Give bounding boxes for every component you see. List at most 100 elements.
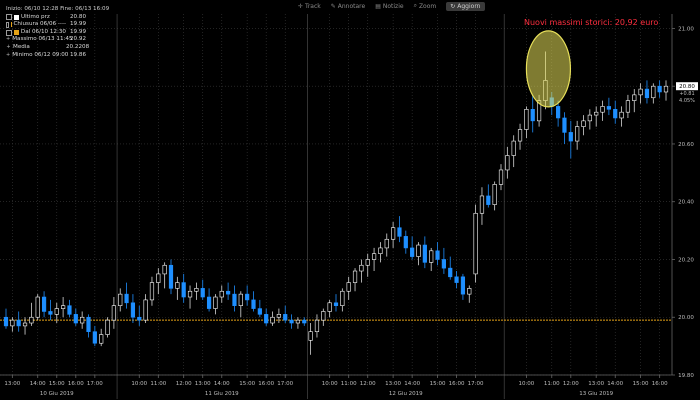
candle-body xyxy=(657,85,662,93)
y-tick-label: 20.60 xyxy=(678,142,694,148)
x-tick-label: 12:00 xyxy=(176,381,192,387)
candle-body xyxy=(429,250,434,263)
highlight-ellipse xyxy=(525,30,572,108)
candle-body xyxy=(441,259,446,269)
candle-body xyxy=(581,120,586,127)
candle-body xyxy=(124,293,129,304)
candle-body xyxy=(61,305,66,309)
x-tick-label: 11:00 xyxy=(150,381,166,387)
chart-annotation: Nuovi massimi storici: 20,92 euro xyxy=(524,18,659,27)
candle-body xyxy=(80,316,85,324)
day-label: 13 Giu 2019 xyxy=(579,391,613,397)
x-tick-label: 13:00 xyxy=(4,381,20,387)
candle-body xyxy=(156,273,161,283)
candle-body xyxy=(73,314,78,324)
x-tick-label: 13:00 xyxy=(195,381,211,387)
news-button[interactable]: ▤ Notizie xyxy=(375,2,404,10)
annotate-button[interactable]: ✎ Annotare xyxy=(330,2,366,10)
x-tick-label: 15:00 xyxy=(430,381,446,387)
legend-row-prev-close[interactable]: Chiusura 06/06 ---- 19.99 xyxy=(6,21,109,29)
y-tick-label: 21.00 xyxy=(678,26,694,32)
x-tick-label: 17:00 xyxy=(87,381,103,387)
x-tick-label: 11:00 xyxy=(341,381,357,387)
legend-row-last[interactable]: Ultimo prz 20.80 xyxy=(6,14,109,22)
candle-body xyxy=(118,293,123,306)
candle-body xyxy=(365,259,370,266)
candle-body xyxy=(251,299,256,309)
new-high-highlight xyxy=(525,30,572,108)
track-button[interactable]: ✛ Track xyxy=(298,2,321,10)
x-tick-label: 16:00 xyxy=(652,381,668,387)
last-price-tag xyxy=(676,82,698,91)
refresh-icon: ↻ xyxy=(450,2,456,10)
x-tick-label: 12:00 xyxy=(360,381,376,387)
candle-body xyxy=(302,319,307,324)
x-tick-label: 14:00 xyxy=(607,381,623,387)
candle-body xyxy=(10,319,15,327)
candle-body xyxy=(403,236,408,249)
day-label: 12 Giu 2019 xyxy=(389,391,423,397)
x-tick-label: 13:00 xyxy=(385,381,401,387)
candle-body xyxy=(651,85,656,99)
candle-body xyxy=(391,227,396,240)
candle-body xyxy=(435,250,440,260)
candle-body xyxy=(568,132,573,142)
zoom-button[interactable]: ⌕ Zoom xyxy=(413,2,437,10)
y-tick-label: 19.80 xyxy=(678,373,694,379)
candle-body xyxy=(524,109,529,130)
x-tick-label: 15:00 xyxy=(49,381,65,387)
legend: Inizio: 06/10 12:28 Fine: 06/13 16:09 Ul… xyxy=(6,6,109,59)
candle-body xyxy=(99,334,104,344)
candle-body xyxy=(644,88,650,99)
toolbar: ✛ Track ✎ Annotare ▤ Notizie ⌕ Zoom ↻ Aggiorn xyxy=(298,0,485,12)
legend-header: Inizio: 06/10 12:28 Fine: 06/13 16:09 xyxy=(6,6,110,12)
x-tick-label: 14:00 xyxy=(214,381,230,387)
legend-row-since[interactable]: Dal 06/10 12:30 19.99 xyxy=(6,29,109,37)
candle-body xyxy=(346,282,351,292)
news-icon: ▤ xyxy=(375,2,381,10)
candle-body xyxy=(137,316,142,321)
x-tick-label: 14:00 xyxy=(30,381,46,387)
candle-body xyxy=(562,117,567,133)
candle-body xyxy=(352,270,358,283)
candle-body xyxy=(467,288,472,295)
x-tick-label: 12:00 xyxy=(563,381,579,387)
x-tick-label: 10:00 xyxy=(322,381,338,387)
candle-body xyxy=(530,109,535,122)
candle-body xyxy=(194,288,199,292)
last-price-label: 20.80 xyxy=(679,84,695,90)
candle-body xyxy=(67,305,72,315)
y-tick-label: 20.20 xyxy=(678,257,694,263)
candle-body xyxy=(486,195,491,205)
legend-checkbox[interactable] xyxy=(6,14,12,21)
change-label: 4.05% xyxy=(679,98,695,104)
candle-body xyxy=(314,319,320,332)
candle-body xyxy=(143,299,148,321)
x-tick-label: 15:00 xyxy=(239,381,255,387)
candle-body xyxy=(111,305,116,321)
candle-body xyxy=(397,227,402,237)
update-button[interactable]: ↻ Aggiorn xyxy=(446,1,485,11)
candle-body xyxy=(276,314,281,318)
candle-body xyxy=(619,111,624,119)
legend-checkbox[interactable] xyxy=(6,29,12,36)
candle-body xyxy=(587,114,592,122)
candle-body xyxy=(606,106,611,110)
plus-icon: + xyxy=(6,51,11,58)
candle-body xyxy=(283,314,288,321)
candle-body xyxy=(16,319,21,327)
x-tick-label: 10:00 xyxy=(131,381,147,387)
x-tick-label: 10:00 xyxy=(518,381,534,387)
candle-body xyxy=(86,316,91,332)
candle-body xyxy=(460,276,466,295)
candle-body xyxy=(22,322,28,327)
x-tick-label: 16:00 xyxy=(68,381,84,387)
candle-body xyxy=(448,267,453,278)
legend-checkbox[interactable] xyxy=(6,21,9,28)
candle-body xyxy=(422,244,427,263)
candle-body xyxy=(162,264,167,275)
x-tick-label: 15:00 xyxy=(633,381,649,387)
candles xyxy=(3,51,669,355)
legend-row-high: + Massimo 06/13 11:45 20.92 xyxy=(6,36,86,43)
